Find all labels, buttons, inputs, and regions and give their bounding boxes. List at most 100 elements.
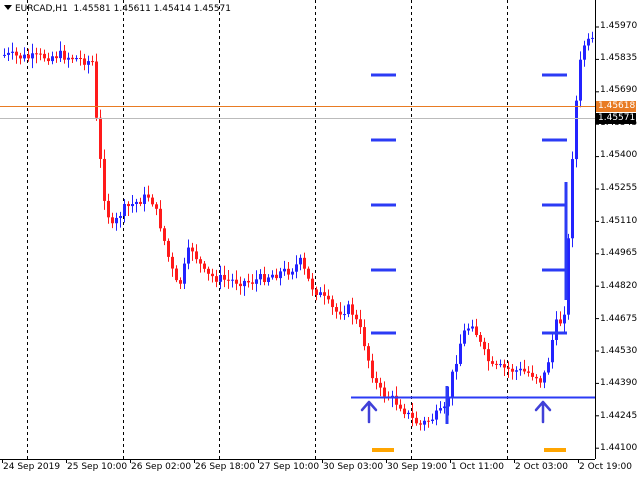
- bear-candle-body: [303, 257, 306, 269]
- bear-candle-body: [247, 280, 250, 283]
- bear-candle-body: [71, 57, 74, 60]
- bear-candle-body: [27, 54, 30, 59]
- symbol-info[interactable]: EURCAD,H1 1.45581 1.45611 1.45414 1.4557…: [4, 4, 231, 14]
- level-dash-left: [371, 73, 396, 77]
- bull-candle-body: [59, 50, 62, 59]
- orange-marker: [372, 448, 394, 452]
- price-label: 1.44675: [600, 314, 638, 324]
- bear-candle-body: [63, 50, 66, 60]
- level-dash-right: [542, 138, 567, 142]
- bull-candle-body: [115, 217, 118, 224]
- bull-candle-body: [519, 368, 522, 371]
- triangle-down-icon[interactable]: [4, 5, 12, 10]
- bear-candle-body: [475, 326, 478, 336]
- price-label: 1.44245: [600, 411, 638, 421]
- bull-candle-body: [7, 52, 10, 55]
- price-label: 1.44965: [600, 248, 638, 258]
- bear-candle-body: [559, 319, 562, 324]
- bull-candle-body: [267, 277, 270, 283]
- bear-candle-body: [307, 268, 310, 279]
- bear-candle-body: [55, 56, 58, 59]
- bear-candle-body: [395, 395, 398, 405]
- bear-candle-body: [419, 423, 422, 425]
- bull-candle-body: [563, 314, 566, 324]
- price-label: 1.45400: [600, 150, 638, 160]
- ask-price-tag: 1.45618: [596, 101, 636, 112]
- bull-candle-body: [183, 263, 186, 284]
- bear-candle-body: [483, 341, 486, 350]
- bull-candle-body: [51, 56, 54, 62]
- bull-candle-body: [459, 343, 462, 364]
- up-arrow-icon: [534, 400, 552, 424]
- bear-candle-body: [83, 58, 86, 65]
- bear-candle-body: [383, 387, 386, 397]
- bear-candle-body: [399, 404, 402, 409]
- time-label: 30 Sep 03:00: [323, 462, 384, 472]
- bull-candle-body: [431, 419, 434, 422]
- level-dash-left: [371, 331, 396, 335]
- bull-candle-body: [219, 274, 222, 282]
- bear-candle-body: [43, 53, 46, 59]
- bear-candle-body: [195, 251, 198, 260]
- candles: [3, 31, 594, 431]
- bull-candle-body: [451, 371, 454, 397]
- bear-candle-body: [335, 307, 338, 312]
- bear-candle-body: [263, 274, 266, 283]
- bull-candle-body: [455, 363, 458, 372]
- bull-candle-body: [471, 326, 474, 329]
- bear-candle-body: [375, 378, 378, 383]
- bull-candle-body: [443, 406, 446, 409]
- indicator-overlays: [0, 73, 595, 452]
- bull-candle-body: [291, 271, 294, 275]
- bear-candle-body: [535, 376, 538, 379]
- price-label: 1.45110: [600, 216, 638, 226]
- axes: [0, 0, 599, 463]
- bear-candle-body: [35, 53, 38, 55]
- bull-candle-body: [499, 364, 502, 366]
- bear-candle-body: [403, 408, 406, 415]
- bear-candle-body: [95, 61, 98, 118]
- bear-candle-body: [539, 378, 542, 383]
- bull-candle-body: [231, 279, 234, 281]
- bull-candle-body: [11, 51, 14, 53]
- bear-candle-body: [251, 282, 254, 284]
- bear-candle-body: [427, 420, 430, 422]
- level-dash-right: [544, 73, 566, 77]
- bear-candle-body: [379, 382, 382, 388]
- bull-candle-body: [75, 58, 78, 60]
- bear-candle-body: [79, 58, 82, 60]
- bear-candle-body: [239, 283, 242, 287]
- bear-candle-body: [159, 208, 162, 229]
- bear-candle-body: [495, 363, 498, 365]
- bear-candle-body: [151, 197, 154, 205]
- bull-candle-body: [31, 53, 34, 59]
- bear-candle-body: [175, 268, 178, 281]
- bear-candle-body: [415, 417, 418, 424]
- level-dash-left: [371, 203, 396, 207]
- time-label: 1 Oct 11:00: [451, 462, 504, 472]
- bear-candle-body: [311, 278, 314, 290]
- time-label: 30 Sep 19:00: [387, 462, 448, 472]
- bull-candle-body: [131, 204, 134, 207]
- bear-candle-body: [487, 349, 490, 362]
- bull-candle-body: [243, 280, 246, 287]
- bear-candle-body: [111, 217, 114, 224]
- bear-candle-body: [15, 51, 18, 56]
- bull-candle-body: [259, 274, 262, 280]
- bear-candle-body: [211, 273, 214, 277]
- bear-candle-body: [371, 360, 374, 379]
- bear-candle-body: [339, 311, 342, 315]
- bear-candle-body: [107, 200, 110, 218]
- price-label: 1.45970: [600, 21, 638, 31]
- time-label: 27 Sep 10:00: [259, 462, 320, 472]
- bear-candle-body: [527, 371, 530, 373]
- bull-candle-body: [295, 264, 298, 272]
- bear-candle-body: [47, 58, 50, 62]
- bull-candle-body: [87, 61, 90, 65]
- bear-candle-body: [511, 368, 514, 372]
- price-label: 1.45255: [600, 183, 638, 193]
- time-label: 2 Oct 03:00: [515, 462, 568, 472]
- bull-candle-body: [347, 304, 350, 315]
